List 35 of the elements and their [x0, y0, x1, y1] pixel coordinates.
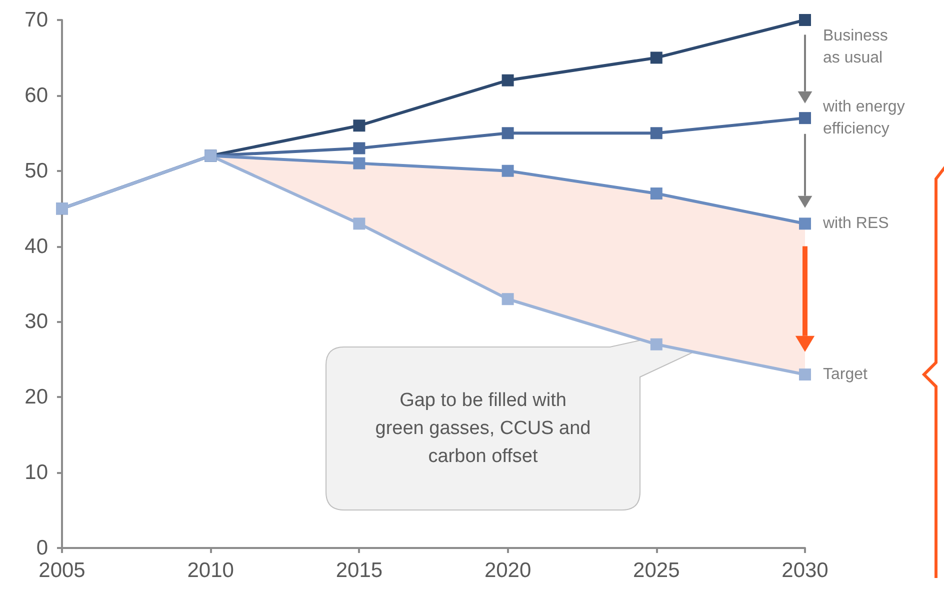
x-tick-label: 2015 — [336, 559, 383, 582]
y-tick-label: 60 — [24, 84, 48, 107]
point — [650, 338, 662, 350]
point — [650, 187, 662, 200]
y-tick-label: 30 — [24, 310, 48, 334]
x-tick-label: 2020 — [484, 559, 532, 582]
y-tick-label: 70 — [24, 8, 48, 32]
x-tick-label: 2030 — [782, 559, 828, 582]
series-label: Target — [823, 366, 868, 384]
point — [799, 368, 811, 381]
point — [799, 14, 811, 26]
series-label: with RES — [822, 215, 889, 232]
point — [353, 218, 366, 230]
point — [650, 127, 662, 140]
series-label: with energy efficiency — [822, 98, 910, 138]
point — [502, 74, 514, 86]
point — [799, 218, 811, 230]
point — [799, 112, 811, 124]
x-tick-label: 2005 — [38, 559, 86, 582]
point — [502, 293, 514, 306]
y-tick-label: 20 — [24, 386, 48, 409]
annotation: Gap to be filled with green gasses, CCUS and carbon offset — [374, 389, 592, 469]
point — [353, 120, 366, 132]
point — [502, 127, 514, 140]
y-tick-label: 50 — [24, 159, 48, 182]
y-tick-label: 40 — [24, 234, 48, 258]
point — [353, 142, 366, 154]
point — [650, 52, 662, 64]
y-tick-label: 0 — [36, 536, 48, 560]
x-tick-label: 2025 — [633, 559, 680, 582]
point — [502, 164, 514, 177]
x-tick-label: 2010 — [187, 559, 234, 582]
series-label: Business as usual — [823, 28, 892, 66]
y-tick-label: 10 — [24, 461, 48, 484]
point — [353, 157, 366, 170]
